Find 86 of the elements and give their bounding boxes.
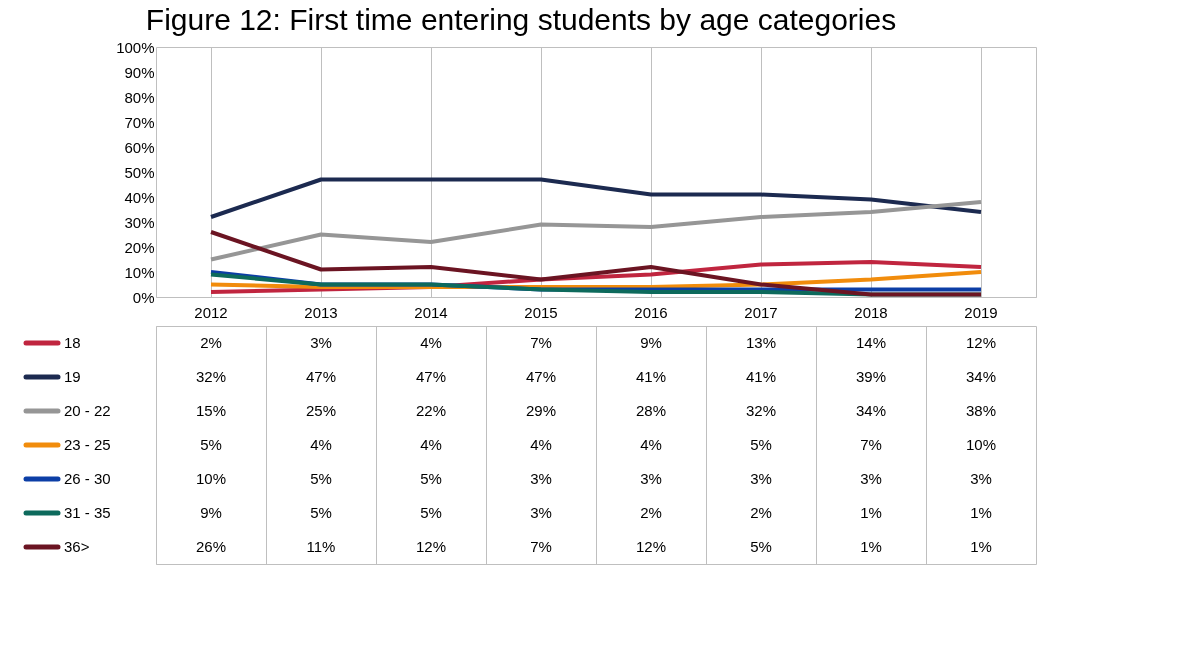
data-label: 34% xyxy=(855,402,887,419)
data-label: 13% xyxy=(745,334,777,351)
data-label: 4% xyxy=(420,334,442,351)
line-series xyxy=(209,230,983,297)
x-tick-label: 2015 xyxy=(524,303,558,321)
chart-title: Figure 12: First time entering students by age categories xyxy=(145,2,897,36)
data-label: 47% xyxy=(525,368,557,385)
x-tick-label: 2013 xyxy=(304,303,338,321)
data-label: 41% xyxy=(635,368,667,385)
x-tick-label: 2019 xyxy=(964,303,998,321)
data-label: 9% xyxy=(640,334,662,351)
y-tick-label: 60% xyxy=(124,138,155,156)
data-label: 4% xyxy=(530,436,552,453)
data-label: 2% xyxy=(750,504,772,521)
data-label: 1% xyxy=(970,538,992,555)
data-label: 1% xyxy=(860,504,882,521)
data-label: 29% xyxy=(525,402,557,419)
data-label: 2% xyxy=(200,334,222,351)
data-label: 7% xyxy=(860,436,882,453)
data-label: 22% xyxy=(415,402,447,419)
data-label: 4% xyxy=(640,436,662,453)
data-label: 39% xyxy=(855,368,887,385)
data-label: 5% xyxy=(200,436,222,453)
data-label: 5% xyxy=(310,470,332,487)
data-label: 3% xyxy=(860,470,882,487)
data-label: 10% xyxy=(965,436,997,453)
y-tick-label: 80% xyxy=(124,88,155,106)
data-label: 3% xyxy=(750,470,772,487)
y-tick-label: 90% xyxy=(124,63,155,81)
data-label: 1% xyxy=(860,538,882,555)
data-label: 14% xyxy=(855,334,887,351)
data-label: 4% xyxy=(420,436,442,453)
data-label: 25% xyxy=(305,402,337,419)
legend-label: 26 - 30 xyxy=(64,470,111,487)
data-label: 28% xyxy=(635,402,667,419)
data-label: 5% xyxy=(310,504,332,521)
legend-label: 23 - 25 xyxy=(64,436,111,453)
data-label: 5% xyxy=(750,436,772,453)
data-label: 4% xyxy=(310,436,332,453)
line-series xyxy=(209,177,983,219)
y-tick-label: 50% xyxy=(124,163,155,181)
data-label: 1% xyxy=(970,504,992,521)
data-label: 32% xyxy=(195,368,227,385)
data-label: 3% xyxy=(640,470,662,487)
x-tick-label: 2012 xyxy=(194,303,228,321)
y-tick-label: 40% xyxy=(124,188,155,206)
data-label: 3% xyxy=(310,334,332,351)
y-tick-label: 20% xyxy=(124,238,155,256)
data-label: 12% xyxy=(635,538,667,555)
data-label: 15% xyxy=(195,402,227,419)
data-label: 5% xyxy=(750,538,772,555)
legend-label: 20 - 22 xyxy=(64,402,111,419)
data-label: 11% xyxy=(306,538,336,555)
data-label: 9% xyxy=(200,504,222,521)
legend-label: 18 xyxy=(64,334,81,351)
data-label: 32% xyxy=(745,402,777,419)
y-tick-label: 30% xyxy=(124,213,155,231)
data-label: 41% xyxy=(745,368,777,385)
data-label: 47% xyxy=(305,368,337,385)
data-label: 3% xyxy=(970,470,992,487)
data-label: 12% xyxy=(415,538,447,555)
data-label: 3% xyxy=(530,470,552,487)
data-label: 38% xyxy=(965,402,997,419)
data-label: 7% xyxy=(530,334,552,351)
legend-label: 36> xyxy=(64,538,90,555)
data-label: 5% xyxy=(420,470,442,487)
data-label: 12% xyxy=(965,334,997,351)
y-tick-label: 10% xyxy=(124,263,155,281)
x-tick-label: 2018 xyxy=(854,303,888,321)
y-tick-label: 100% xyxy=(116,38,155,56)
x-tick-label: 2016 xyxy=(634,303,668,321)
data-label: 47% xyxy=(415,368,447,385)
data-label: 5% xyxy=(420,504,442,521)
data-label: 2% xyxy=(640,504,662,521)
y-tick-label: 0% xyxy=(132,288,155,306)
data-label: 34% xyxy=(965,368,997,385)
legend-label: 31 - 35 xyxy=(64,504,111,521)
x-tick-label: 2014 xyxy=(414,303,448,321)
y-tick-label: 70% xyxy=(124,113,155,131)
data-label: 7% xyxy=(530,538,552,555)
x-tick-label: 2017 xyxy=(744,303,778,321)
line-series xyxy=(209,200,983,262)
data-label: 3% xyxy=(530,504,552,521)
data-label: 26% xyxy=(195,538,227,555)
legend-label: 19 xyxy=(64,368,81,385)
data-label: 10% xyxy=(195,470,227,487)
